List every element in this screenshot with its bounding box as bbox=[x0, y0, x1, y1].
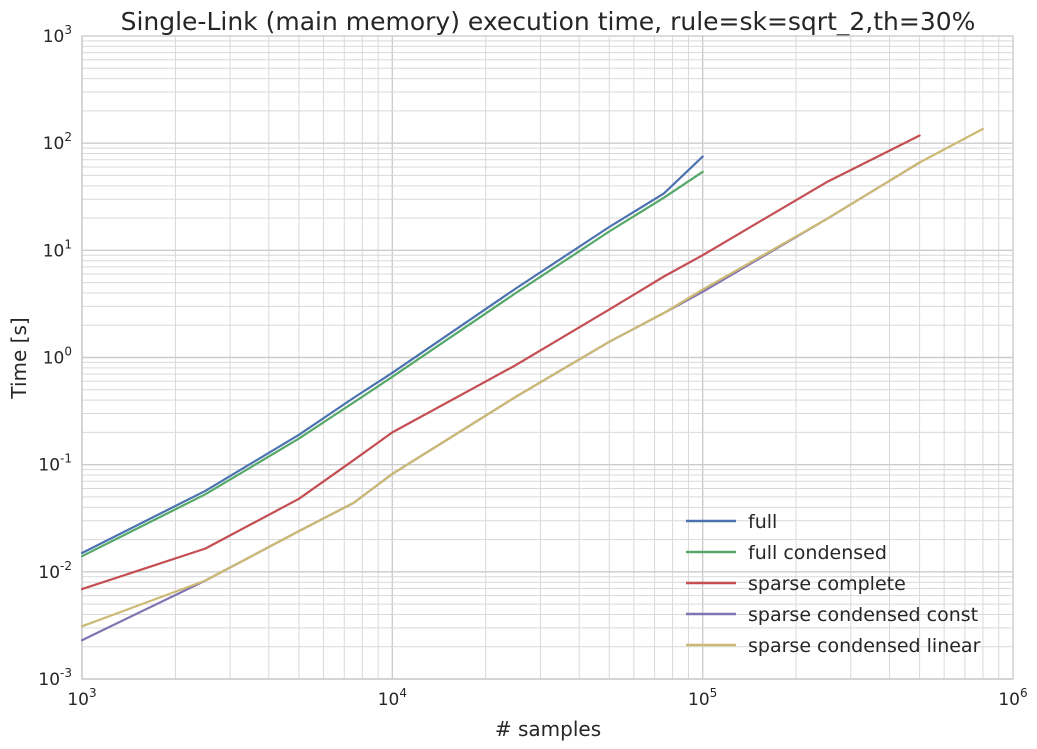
x-axis-label: # samples bbox=[495, 717, 601, 741]
chart-title: Single-Link (main memory) execution time… bbox=[121, 7, 976, 36]
y-tick-label: 10-2 bbox=[38, 559, 72, 583]
legend-label: full bbox=[748, 511, 777, 533]
series-line-full bbox=[80, 155, 704, 555]
series-line-full-condensed bbox=[80, 170, 704, 558]
y-tick-label: 10-1 bbox=[38, 452, 72, 476]
series-lines bbox=[80, 127, 985, 642]
x-tick-label: 106 bbox=[998, 686, 1027, 710]
legend-label: sparse complete bbox=[748, 573, 906, 595]
legend-label: full condensed bbox=[748, 542, 887, 564]
x-tick-label: 104 bbox=[378, 686, 407, 710]
legend: full full condensed sparse complete sparse … bbox=[686, 511, 981, 657]
x-tick-label: 103 bbox=[67, 686, 96, 710]
y-tick-label: 102 bbox=[43, 130, 72, 154]
y-tick-label: 103 bbox=[43, 23, 72, 47]
x-tick-labels: 103 104 105 106 bbox=[67, 686, 1027, 710]
y-tick-label: 100 bbox=[43, 345, 72, 369]
legend-label: sparse condensed linear bbox=[748, 635, 981, 657]
y-axis-label: Time [s] bbox=[7, 317, 31, 399]
grid bbox=[81, 36, 1013, 680]
series-line-sparse-condensed-linear bbox=[80, 127, 985, 628]
plot-frame bbox=[81, 35, 1014, 680]
y-tick-label: 10-3 bbox=[38, 666, 72, 690]
y-tick-label: 101 bbox=[43, 237, 72, 261]
y-tick-labels: 10-3 10-2 10-1 100 101 102 103 bbox=[38, 23, 72, 690]
x-tick-label: 105 bbox=[688, 686, 717, 710]
legend-label: sparse condensed const bbox=[748, 604, 978, 626]
series-line-sparse-complete bbox=[80, 134, 921, 591]
